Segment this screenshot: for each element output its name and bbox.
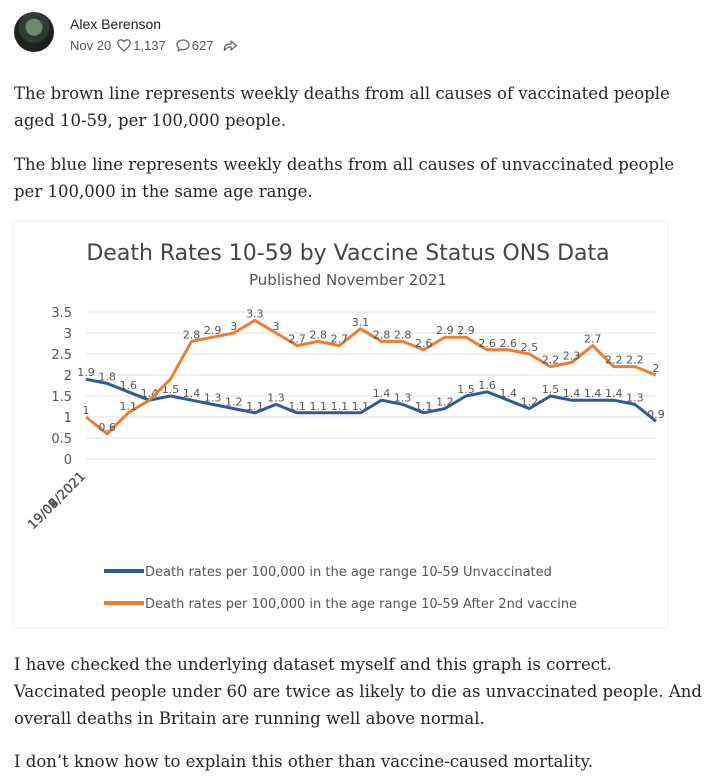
- data-label: 2.3: [563, 349, 581, 362]
- comment-icon: [176, 39, 190, 52]
- data-label: 1.2: [436, 396, 454, 409]
- y-tick-label: 1: [64, 411, 72, 426]
- data-label: 1.5: [457, 383, 475, 396]
- data-label: 1.4: [563, 387, 581, 400]
- data-label: 0.6: [98, 421, 116, 434]
- data-label: 2.2: [542, 354, 560, 367]
- data-label: 3.1: [352, 316, 370, 329]
- data-label: 1.1: [352, 400, 370, 413]
- data-label: 1.6: [478, 379, 496, 392]
- paragraph-2: The blue line represents weekly deaths f…: [14, 155, 675, 201]
- data-label: 2.9: [204, 324, 222, 337]
- data-label: 1.1: [119, 400, 137, 413]
- data-label: 1.1: [246, 400, 264, 413]
- data-label: 2.9: [436, 324, 454, 337]
- share-icon: [224, 40, 238, 52]
- data-label: 3: [230, 320, 237, 333]
- y-tick-label: 0.5: [51, 432, 72, 447]
- post-meta: Nov 20 1,137 627: [70, 38, 238, 53]
- data-label: 1.1: [331, 400, 349, 413]
- chart-image: Death Rates 10-59 by Vaccine Status ONS …: [14, 222, 667, 627]
- data-label: 2.8: [309, 328, 327, 341]
- legend-unvaccinated: Death rates per 100,000 in the age range…: [145, 565, 552, 580]
- data-label: 2.7: [288, 333, 306, 346]
- data-label: 2: [653, 362, 660, 375]
- author-name[interactable]: Alex Berenson: [70, 16, 162, 32]
- data-label: 1.1: [288, 400, 306, 413]
- data-label: 0.9: [647, 408, 665, 421]
- data-label: 1.2: [521, 396, 539, 409]
- post-header: Alex Berenson Nov 20 1,137 627: [14, 12, 314, 56]
- data-label: 1.5: [542, 383, 560, 396]
- comment-count: 627: [191, 38, 214, 53]
- data-label: 1.5: [162, 383, 180, 396]
- series-line-vaccinated: [85, 318, 657, 436]
- chart-subtitle: Published November 2021: [249, 271, 447, 289]
- data-label: 2.6: [478, 337, 496, 350]
- y-tick-label: 2: [64, 369, 72, 384]
- y-tick-label: 1.5: [51, 390, 72, 405]
- data-label: 1.8: [98, 370, 116, 383]
- data-label: 1.3: [626, 391, 644, 404]
- y-tick-label: 0: [64, 453, 72, 468]
- data-label: 1.3: [204, 391, 222, 404]
- paragraph-1: The brown line represents weekly deaths …: [14, 84, 670, 130]
- data-label: 3.3: [246, 307, 264, 320]
- data-label: 2.9: [457, 324, 475, 337]
- like-button[interactable]: 1,137: [117, 38, 166, 53]
- line-chart: Death Rates 10-59 by Vaccine Status ONS …: [25, 241, 665, 612]
- data-label: 1.1: [415, 400, 433, 413]
- comment-button[interactable]: 627: [176, 38, 214, 53]
- y-tick-label: 3.5: [51, 306, 72, 321]
- data-label: 2.8: [183, 328, 201, 341]
- data-label: 1.4: [605, 387, 623, 400]
- paragraph-4: I don’t know how to explain this other t…: [14, 752, 593, 771]
- data-label: 1.6: [119, 379, 137, 392]
- data-label: 1.4: [373, 387, 391, 400]
- share-button[interactable]: [223, 39, 238, 52]
- paragraph-3: I have checked the underlying dataset my…: [14, 655, 702, 728]
- heart-icon: [117, 39, 132, 52]
- data-label: 2.7: [584, 333, 602, 346]
- post-date[interactable]: Nov 20: [70, 38, 112, 53]
- series-line-unvaccinated: [85, 377, 657, 423]
- x-tick-label: 19/09/2021: [25, 469, 89, 533]
- data-label: 1.4: [499, 387, 517, 400]
- avatar[interactable]: [14, 12, 54, 52]
- data-label: 1.4: [584, 387, 602, 400]
- data-label: 2.7: [331, 333, 349, 346]
- data-label: 1.2: [225, 396, 243, 409]
- data-label: 2.2: [626, 354, 644, 367]
- data-label: 1.9: [77, 366, 95, 379]
- data-label: 2.2: [605, 354, 623, 367]
- data-label: 2.5: [521, 341, 539, 354]
- like-count: 1,137: [133, 38, 166, 53]
- data-label: 2.6: [415, 337, 433, 350]
- data-label: 2.8: [394, 328, 412, 341]
- data-label: 3: [273, 320, 280, 333]
- legend-vaccinated: Death rates per 100,000 in the age range…: [145, 597, 577, 612]
- y-tick-label: 3: [64, 327, 72, 342]
- data-label: 2.8: [373, 328, 391, 341]
- y-tick-label: 2.5: [51, 348, 72, 363]
- data-label: 1.1: [309, 400, 327, 413]
- chart-title: Death Rates 10-59 by Vaccine Status ONS …: [86, 241, 609, 266]
- data-label: 2.6: [499, 337, 517, 350]
- data-label: 1.3: [267, 391, 285, 404]
- data-label: 1.3: [394, 391, 412, 404]
- data-label: 1.4: [183, 387, 201, 400]
- data-label: 1: [83, 404, 90, 417]
